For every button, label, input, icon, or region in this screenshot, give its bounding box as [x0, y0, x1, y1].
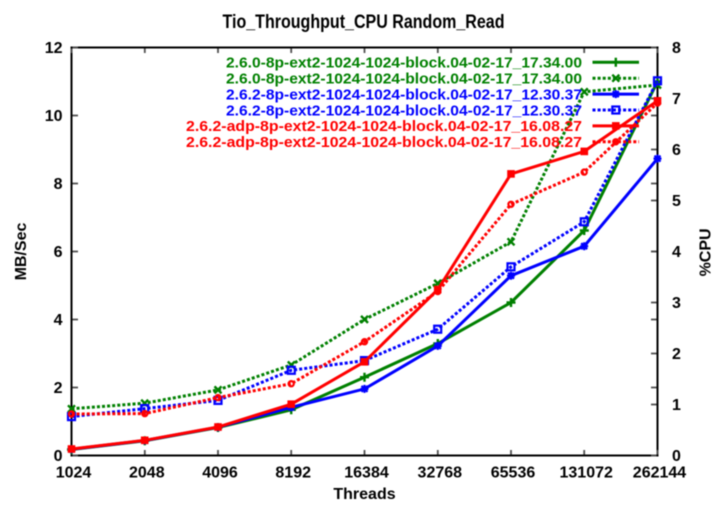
svg-text:10: 10 [45, 108, 63, 125]
svg-text:8192: 8192 [275, 464, 311, 481]
svg-text:Tio_Throughput_CPU Random_Read: Tio_Throughput_CPU Random_Read [223, 12, 505, 33]
svg-text:8: 8 [672, 40, 681, 57]
svg-text:131072: 131072 [560, 464, 613, 481]
svg-text:2: 2 [672, 346, 681, 363]
svg-text:0: 0 [54, 448, 63, 465]
svg-text:4096: 4096 [202, 464, 238, 481]
svg-text:65536: 65536 [491, 464, 536, 481]
svg-text:262144: 262144 [633, 464, 686, 481]
svg-text:0: 0 [672, 448, 681, 465]
svg-text:MB/Sec: MB/Sec [13, 223, 30, 281]
svg-text:2: 2 [54, 380, 63, 397]
svg-text:%CPU: %CPU [698, 228, 715, 276]
svg-text:2.6.2-8p-ext2-1024-1024-block.: 2.6.2-8p-ext2-1024-1024-block.04-02-17_1… [226, 86, 582, 103]
svg-text:2.6.2-adp-8p-ext2-1024-1024-bl: 2.6.2-adp-8p-ext2-1024-1024-block.04-02-… [186, 118, 582, 135]
svg-text:7: 7 [672, 91, 681, 108]
svg-text:16384: 16384 [344, 464, 389, 481]
svg-text:Threads: Threads [333, 486, 395, 503]
svg-text:8: 8 [54, 176, 63, 193]
svg-text:2.6.2-adp-8p-ext2-1024-1024-bl: 2.6.2-adp-8p-ext2-1024-1024-block.04-02-… [186, 134, 582, 151]
svg-text:2.6.0-8p-ext2-1024-1024-block.: 2.6.0-8p-ext2-1024-1024-block.04-02-17_1… [226, 71, 582, 88]
svg-text:4: 4 [672, 244, 681, 261]
svg-text:3: 3 [672, 295, 681, 312]
svg-text:6: 6 [54, 244, 63, 261]
svg-text:2.6.0-8p-ext2-1024-1024-block.: 2.6.0-8p-ext2-1024-1024-block.04-02-17_1… [226, 55, 582, 72]
svg-text:2.6.2-8p-ext2-1024-1024-block.: 2.6.2-8p-ext2-1024-1024-block.04-02-17_1… [226, 102, 582, 119]
svg-text:2048: 2048 [129, 464, 165, 481]
svg-text:4: 4 [54, 312, 63, 329]
svg-text:1: 1 [672, 397, 681, 414]
svg-text:1024: 1024 [56, 464, 92, 481]
svg-text:32768: 32768 [418, 464, 463, 481]
svg-text:5: 5 [672, 193, 681, 210]
svg-text:6: 6 [672, 142, 681, 159]
svg-text:12: 12 [45, 40, 63, 57]
